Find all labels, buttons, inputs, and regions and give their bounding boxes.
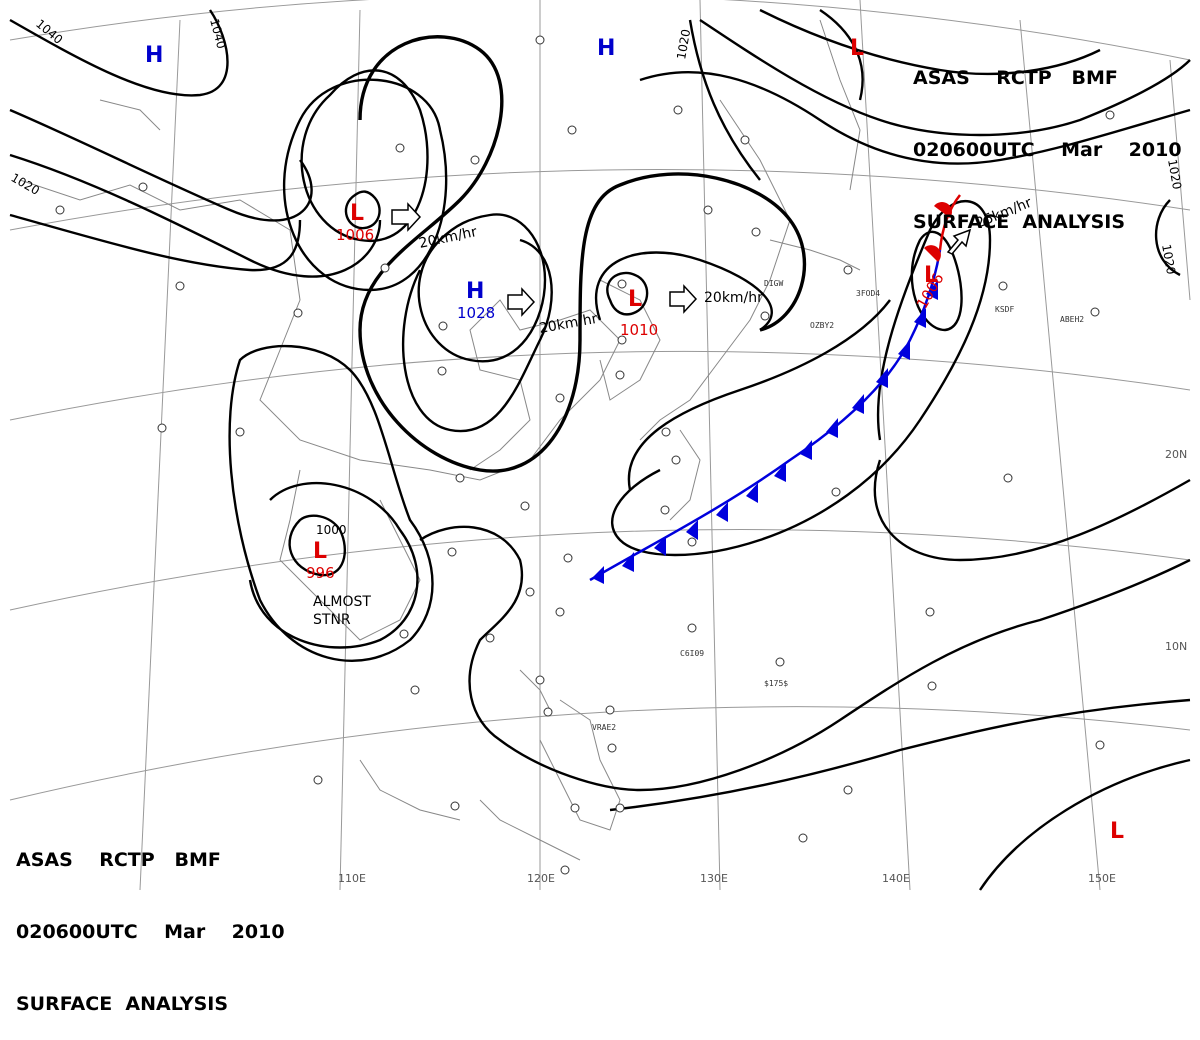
title-line: SURFACE ANALYSIS bbox=[913, 211, 1126, 233]
lon-label: 130E bbox=[700, 872, 728, 885]
isobar-label: 1020 bbox=[674, 28, 693, 61]
high-center: H bbox=[597, 36, 615, 61]
station-code: KSDF bbox=[995, 305, 1014, 314]
cold-front bbox=[589, 249, 942, 584]
station-code: C6I09 bbox=[680, 649, 704, 658]
title-line: ASAS RCTP BMF bbox=[16, 849, 221, 871]
station-code: $175$ bbox=[764, 679, 788, 688]
low-center: L bbox=[1110, 819, 1124, 844]
lon-label: 140E bbox=[882, 872, 910, 885]
station-code: OZBY2 bbox=[810, 321, 834, 330]
high-center: H bbox=[466, 279, 484, 304]
motion-arrows bbox=[391, 202, 972, 317]
station-code: DIGW bbox=[764, 279, 783, 288]
low-center: L bbox=[628, 287, 642, 312]
stationary-note: ALMOST bbox=[313, 594, 371, 610]
low-center-pressure: 1010 bbox=[620, 321, 658, 339]
weather-map: 1040 1040 1020 1020 1020 1020 1000 H H H… bbox=[8, 0, 1191, 891]
motion-label: 20km/hr bbox=[704, 290, 763, 306]
lon-label: 120E bbox=[527, 872, 555, 885]
low-center-pressure: 996 bbox=[306, 564, 335, 582]
station-code: 3FOD4 bbox=[856, 289, 880, 298]
isobar-label: 1000 bbox=[316, 523, 347, 537]
isobar-label: 1020 bbox=[1165, 158, 1184, 191]
low-center: L bbox=[924, 263, 938, 288]
low-center-pressure: 1006 bbox=[336, 226, 374, 244]
chart-title-bottom: ASAS RCTP BMF 020600UTC Mar 2010 SURFACE… bbox=[16, 800, 285, 1040]
coastlines bbox=[19, 19, 861, 861]
title-line: 020600UTC Mar 2010 bbox=[16, 921, 285, 943]
low-center: L bbox=[313, 539, 327, 564]
lat-lon-grid bbox=[9, 0, 1191, 891]
isobars bbox=[9, 8, 1191, 891]
chart-title-top: ASAS RCTP BMF 020600UTC Mar 2010 SURFACE… bbox=[913, 18, 1182, 258]
low-center: L bbox=[350, 201, 364, 226]
low-center: L bbox=[850, 36, 864, 61]
title-line: SURFACE ANALYSIS bbox=[16, 993, 229, 1015]
stationary-note: STNR bbox=[313, 612, 351, 628]
lat-label: 10N bbox=[1165, 640, 1187, 653]
lat-label: 20N bbox=[1165, 448, 1187, 461]
station-plots bbox=[55, 35, 1115, 875]
station-code: VRAE2 bbox=[592, 723, 616, 732]
warm-front bbox=[924, 194, 961, 262]
title-line: ASAS RCTP BMF bbox=[913, 67, 1118, 89]
lon-label: 150E bbox=[1088, 872, 1116, 885]
high-center: H bbox=[145, 43, 163, 68]
station-code: ABEH2 bbox=[1060, 315, 1084, 324]
high-center-pressure: 1028 bbox=[457, 304, 495, 322]
lon-label: 110E bbox=[338, 872, 366, 885]
isobar-label: 1020 bbox=[1159, 243, 1178, 276]
title-line: 020600UTC Mar 2010 bbox=[913, 139, 1182, 161]
